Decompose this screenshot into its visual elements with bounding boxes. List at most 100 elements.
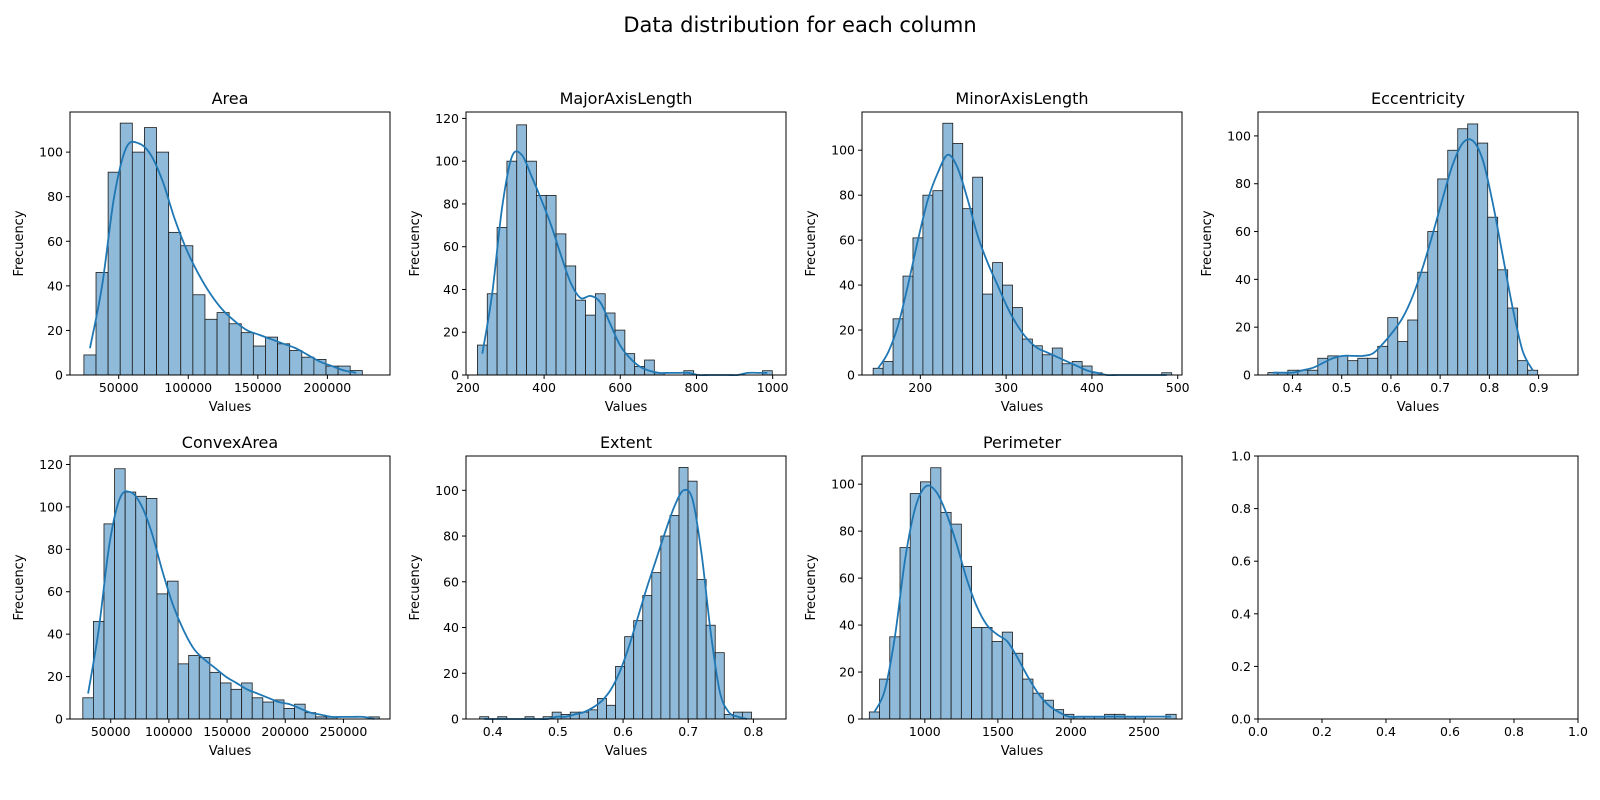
y-tick-label: 80 — [1235, 176, 1251, 191]
histogram-bar — [942, 122, 954, 376]
histogram-bar — [669, 515, 680, 720]
x-tick-label: 1000 — [909, 724, 941, 739]
y-tick-label: 80 — [443, 196, 459, 211]
histogram-bar — [660, 535, 671, 720]
histogram-bar — [92, 621, 105, 720]
y-axis-label: Frecuency — [12, 554, 27, 620]
y-tick-label: 80 — [443, 529, 459, 544]
histogram-bar — [124, 491, 137, 720]
y-tick-label: 100 — [435, 483, 459, 498]
histogram-bar — [594, 293, 606, 376]
histogram-bar — [633, 620, 644, 720]
y-tick-label: 20 — [839, 323, 855, 338]
histogram-bar — [1022, 678, 1034, 720]
histogram-bar — [902, 275, 914, 376]
x-tick-label: 0.4 — [1283, 380, 1303, 395]
histogram-bar — [506, 160, 518, 376]
histogram-bar — [1417, 271, 1429, 376]
histogram-bar — [981, 627, 993, 720]
x-tick-label: 500 — [1166, 380, 1190, 395]
histogram-bar — [696, 579, 707, 720]
histogram-bar — [131, 151, 145, 376]
histogram-bar — [872, 367, 884, 376]
x-tick-label: 0.4 — [1376, 724, 1396, 739]
histogram-bar — [1517, 360, 1529, 376]
x-axis-label: Values — [605, 400, 648, 415]
x-tick-label: 0.2 — [1312, 724, 1332, 739]
histogram-bar — [198, 657, 211, 720]
y-axis-label: Frecuency — [12, 210, 27, 276]
histogram-bar — [1377, 345, 1389, 376]
histogram-bar — [982, 293, 993, 376]
x-tick-label: 1000 — [757, 380, 789, 395]
axes-frame — [861, 455, 1183, 720]
y-tick-label: 20 — [47, 669, 63, 684]
subplot-majoraxislength: 200 400 600 800 1000 0 20 40 60 80 100 120 MajorAxis… — [408, 89, 789, 415]
histogram-bar — [252, 345, 266, 376]
y-tick-label: 100 — [1227, 128, 1251, 143]
y-tick-label: 60 — [839, 571, 855, 586]
x-tick-label: 400 — [1080, 380, 1104, 395]
y-axis-label: Frecuency — [804, 554, 819, 620]
x-tick-label: 0.9 — [1529, 380, 1549, 395]
histogram-bar — [204, 318, 218, 376]
y-tick-label: 100 — [435, 154, 459, 169]
x-tick-label: 1.0 — [1568, 724, 1588, 739]
y-tick-label: 60 — [443, 574, 459, 589]
histogram-bar — [882, 361, 894, 376]
x-tick-label: 200 — [456, 380, 480, 395]
histogram-bar — [156, 593, 168, 720]
y-tick-label: 100 — [831, 143, 855, 158]
histogram-bar — [714, 652, 725, 720]
x-axis-label: Values — [605, 744, 648, 759]
histogram-bar — [940, 511, 952, 720]
x-tick-label: 0.4 — [483, 724, 503, 739]
histogram-bar — [180, 245, 194, 376]
y-tick-label: 120 — [435, 111, 459, 126]
histogram-bar — [1507, 307, 1519, 376]
histogram-bar — [889, 636, 901, 720]
histogram-bar — [678, 467, 689, 720]
subplot-title: ConvexArea — [182, 433, 278, 452]
histogram-bar — [277, 343, 291, 376]
y-tick-label: 0 — [55, 712, 63, 727]
y-tick-label: 20 — [1235, 320, 1251, 335]
histogram-bar — [1041, 354, 1053, 376]
y-tick-label: 20 — [839, 665, 855, 680]
x-tick-label: 0.8 — [743, 724, 763, 739]
x-tick-label: 400 — [532, 380, 556, 395]
x-tick-label: 0.5 — [548, 724, 568, 739]
x-tick-label: 0.6 — [613, 724, 633, 739]
histogram-bar — [114, 468, 126, 720]
x-tick-label: 2500 — [1128, 724, 1160, 739]
y-tick-label: 40 — [839, 278, 855, 293]
y-tick-label: 0 — [451, 368, 459, 383]
histogram-bar — [545, 194, 557, 376]
histogram-bar — [920, 481, 932, 720]
subplot-area: 50000 100000 150000 200000 0 20 40 60 80 100 Area V… — [12, 89, 391, 415]
x-tick-label: 0.8 — [1479, 380, 1499, 395]
y-tick-label: 100 — [831, 477, 855, 492]
y-tick-label: 40 — [443, 282, 459, 297]
y-axis-label: Frecuency — [408, 210, 423, 276]
histogram-bar — [1367, 357, 1379, 376]
x-tick-label: 0.6 — [1381, 380, 1401, 395]
y-axis-label: Frecuency — [1200, 210, 1215, 276]
histogram-bar — [283, 708, 295, 720]
histogram-bar — [922, 194, 934, 376]
histogram-bar — [962, 208, 974, 376]
histogram-bar — [301, 356, 315, 376]
x-tick-label: 0.7 — [678, 724, 698, 739]
histogram-bar — [135, 495, 147, 720]
histogram-bar — [1477, 142, 1489, 376]
histogram-bar — [209, 671, 221, 720]
histogram-bar — [868, 711, 880, 720]
kde-line — [89, 140, 357, 374]
histogram-bar — [705, 624, 716, 720]
histogram-bar — [144, 127, 157, 376]
x-tick-label: 0.7 — [1430, 380, 1450, 395]
y-tick-label: 0 — [1243, 368, 1251, 383]
x-tick-label: 0.5 — [1332, 380, 1352, 395]
y-tick-label: 0.2 — [1231, 659, 1251, 674]
axes-frame — [861, 111, 1183, 376]
